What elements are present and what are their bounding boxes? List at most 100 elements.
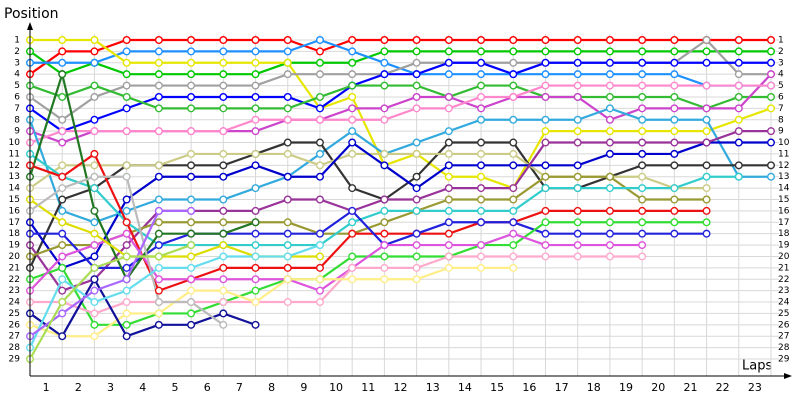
point [122, 298, 131, 307]
point [638, 172, 647, 181]
x-arrow [784, 373, 792, 379]
point [477, 206, 486, 215]
point [380, 195, 389, 204]
point [219, 241, 228, 250]
point [541, 70, 550, 79]
point [348, 127, 357, 136]
point [315, 92, 324, 101]
point [412, 241, 421, 250]
y-tick-label: 26 [9, 320, 21, 330]
point [541, 36, 550, 45]
point [154, 47, 163, 56]
x-tick-label: 19 [619, 381, 633, 394]
x-tick-label: 12 [394, 381, 408, 394]
point [638, 47, 647, 56]
point [187, 172, 196, 181]
series-line [29, 266, 514, 338]
point [412, 206, 421, 215]
point [412, 195, 421, 204]
point [58, 70, 67, 79]
point [154, 263, 163, 272]
point [58, 58, 67, 67]
y-tick-label: 29 [9, 355, 21, 365]
point [58, 252, 67, 261]
point [122, 195, 131, 204]
point [444, 36, 453, 45]
point [638, 81, 647, 90]
point [477, 47, 486, 56]
point [702, 195, 711, 204]
y-tick-label: 22 [9, 275, 20, 285]
point [734, 115, 743, 124]
point [187, 161, 196, 170]
point [477, 36, 486, 45]
y-tick-label: 24 [9, 298, 21, 308]
point [444, 172, 453, 181]
point [412, 252, 421, 261]
point [767, 138, 776, 147]
y-tick-label: 2 [14, 47, 20, 57]
point [90, 206, 99, 215]
series [26, 36, 776, 364]
point [605, 36, 614, 45]
point [573, 58, 582, 67]
y-tick-label-right: 17 [778, 218, 789, 228]
y-tick-label: 15 [9, 195, 20, 205]
y-tick-label-right: 20 [778, 252, 790, 262]
point [122, 320, 131, 329]
point [702, 58, 711, 67]
point [573, 70, 582, 79]
series-line [30, 38, 772, 190]
point [444, 70, 453, 79]
point [348, 36, 357, 45]
point [670, 58, 679, 67]
point [58, 275, 67, 284]
y-tick-label: 25 [9, 309, 20, 319]
series-line [29, 277, 256, 338]
point [154, 70, 163, 79]
point [90, 81, 99, 90]
point [154, 127, 163, 136]
point [444, 241, 453, 250]
point [380, 104, 389, 113]
point [283, 36, 292, 45]
point [509, 149, 518, 158]
point [605, 58, 614, 67]
point [767, 161, 776, 170]
y-tick-label: 10 [9, 138, 21, 148]
point [154, 36, 163, 45]
point [187, 70, 196, 79]
point [444, 58, 453, 67]
point [348, 184, 357, 193]
x-tick-label: 10 [329, 381, 343, 394]
series-line [29, 61, 771, 133]
point [315, 252, 324, 261]
point [90, 218, 99, 227]
point [219, 229, 228, 238]
point [541, 81, 550, 90]
y-tick-label: 20 [9, 252, 21, 262]
point [573, 92, 582, 101]
point [315, 149, 324, 158]
series-line [29, 50, 771, 76]
point [670, 70, 679, 79]
point [412, 172, 421, 181]
point [122, 104, 131, 113]
point [90, 275, 99, 284]
point [219, 218, 228, 227]
point [348, 81, 357, 90]
point [380, 70, 389, 79]
y-tick-label-right: 7 [778, 104, 784, 114]
point [122, 275, 131, 284]
x-tick-label: 7 [236, 381, 243, 394]
point [251, 161, 260, 170]
point [380, 252, 389, 261]
point [122, 127, 131, 136]
point [348, 92, 357, 101]
point [122, 36, 131, 45]
point [638, 36, 647, 45]
x-tick-label: 14 [458, 381, 472, 394]
series-line [29, 244, 321, 349]
point [541, 206, 550, 215]
point [509, 81, 518, 90]
